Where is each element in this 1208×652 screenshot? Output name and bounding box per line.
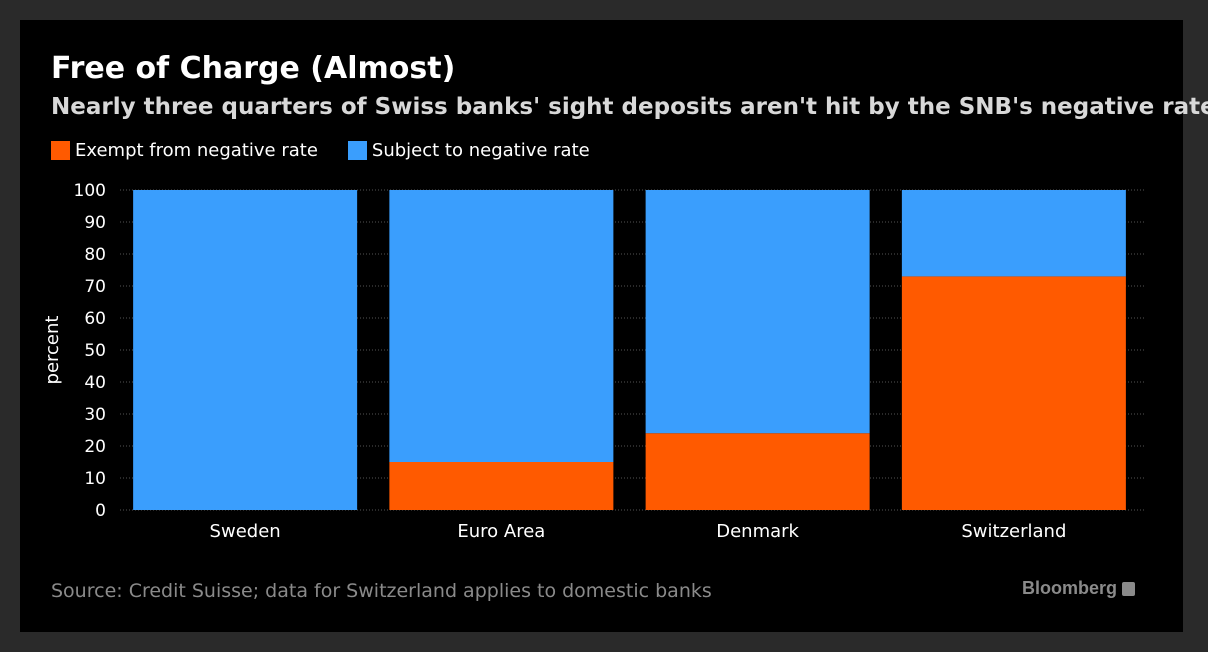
x-tick-label: Euro Area bbox=[457, 521, 545, 542]
legend-item-subject: Subject to negative rate bbox=[347, 140, 590, 161]
legend-item-exempt: Exempt from negative rate bbox=[51, 140, 318, 161]
brand-icon bbox=[1122, 581, 1135, 596]
source-note: Source: Credit Suisse; data for Switzerl… bbox=[51, 580, 712, 602]
legend: Exempt from negative rate Subject to neg… bbox=[51, 140, 620, 161]
legend-label-exempt: Exempt from negative rate bbox=[75, 140, 318, 161]
y-tick-label: 20 bbox=[84, 437, 106, 457]
brand-logo: Bloomberg bbox=[1022, 578, 1135, 599]
bar-subject bbox=[645, 190, 870, 434]
y-tick-label: 40 bbox=[84, 373, 106, 393]
bar-exempt bbox=[901, 276, 1126, 510]
bar-subject bbox=[901, 190, 1126, 277]
x-tick-label: Sweden bbox=[210, 521, 281, 542]
y-tick-label: 60 bbox=[84, 309, 106, 329]
bar-exempt bbox=[389, 462, 614, 510]
y-tick-label: 10 bbox=[84, 469, 106, 489]
chart-title: Free of Charge (Almost) bbox=[51, 51, 456, 86]
bar-subject bbox=[389, 190, 614, 462]
y-axis-title: percent bbox=[42, 316, 63, 385]
bar-subject bbox=[133, 190, 358, 510]
y-tick-label: 70 bbox=[84, 277, 106, 297]
bar-chart: 0 10 20 30 40 50 60 70 80 90 100 percent Sweden Euro … bbox=[42, 181, 1145, 542]
bars bbox=[133, 190, 1126, 510]
y-tick-label: 90 bbox=[84, 213, 106, 233]
y-tick-label: 0 bbox=[95, 501, 106, 521]
y-tick-label: 80 bbox=[84, 245, 106, 265]
y-tick-label: 30 bbox=[84, 405, 106, 425]
x-tick-label: Denmark bbox=[716, 521, 799, 542]
y-axis: 0 10 20 30 40 50 60 70 80 90 100 bbox=[74, 181, 106, 521]
y-tick-label: 100 bbox=[74, 181, 106, 201]
legend-swatch-exempt bbox=[51, 141, 70, 160]
bar-exempt bbox=[645, 433, 870, 510]
legend-swatch-subject bbox=[347, 141, 367, 160]
chart-frame: Free of Charge (Almost) Nearly three qua… bbox=[20, 20, 1208, 632]
y-tick-label: 50 bbox=[84, 341, 106, 361]
x-axis: Sweden Euro Area Denmark Switzerland bbox=[210, 521, 1067, 542]
x-tick-label: Switzerland bbox=[961, 521, 1066, 542]
legend-label-subject: Subject to negative rate bbox=[371, 140, 590, 161]
brand-name: Bloomberg bbox=[1021, 578, 1117, 598]
chart-subtitle: Nearly three quarters of Swiss banks' si… bbox=[51, 94, 1208, 120]
